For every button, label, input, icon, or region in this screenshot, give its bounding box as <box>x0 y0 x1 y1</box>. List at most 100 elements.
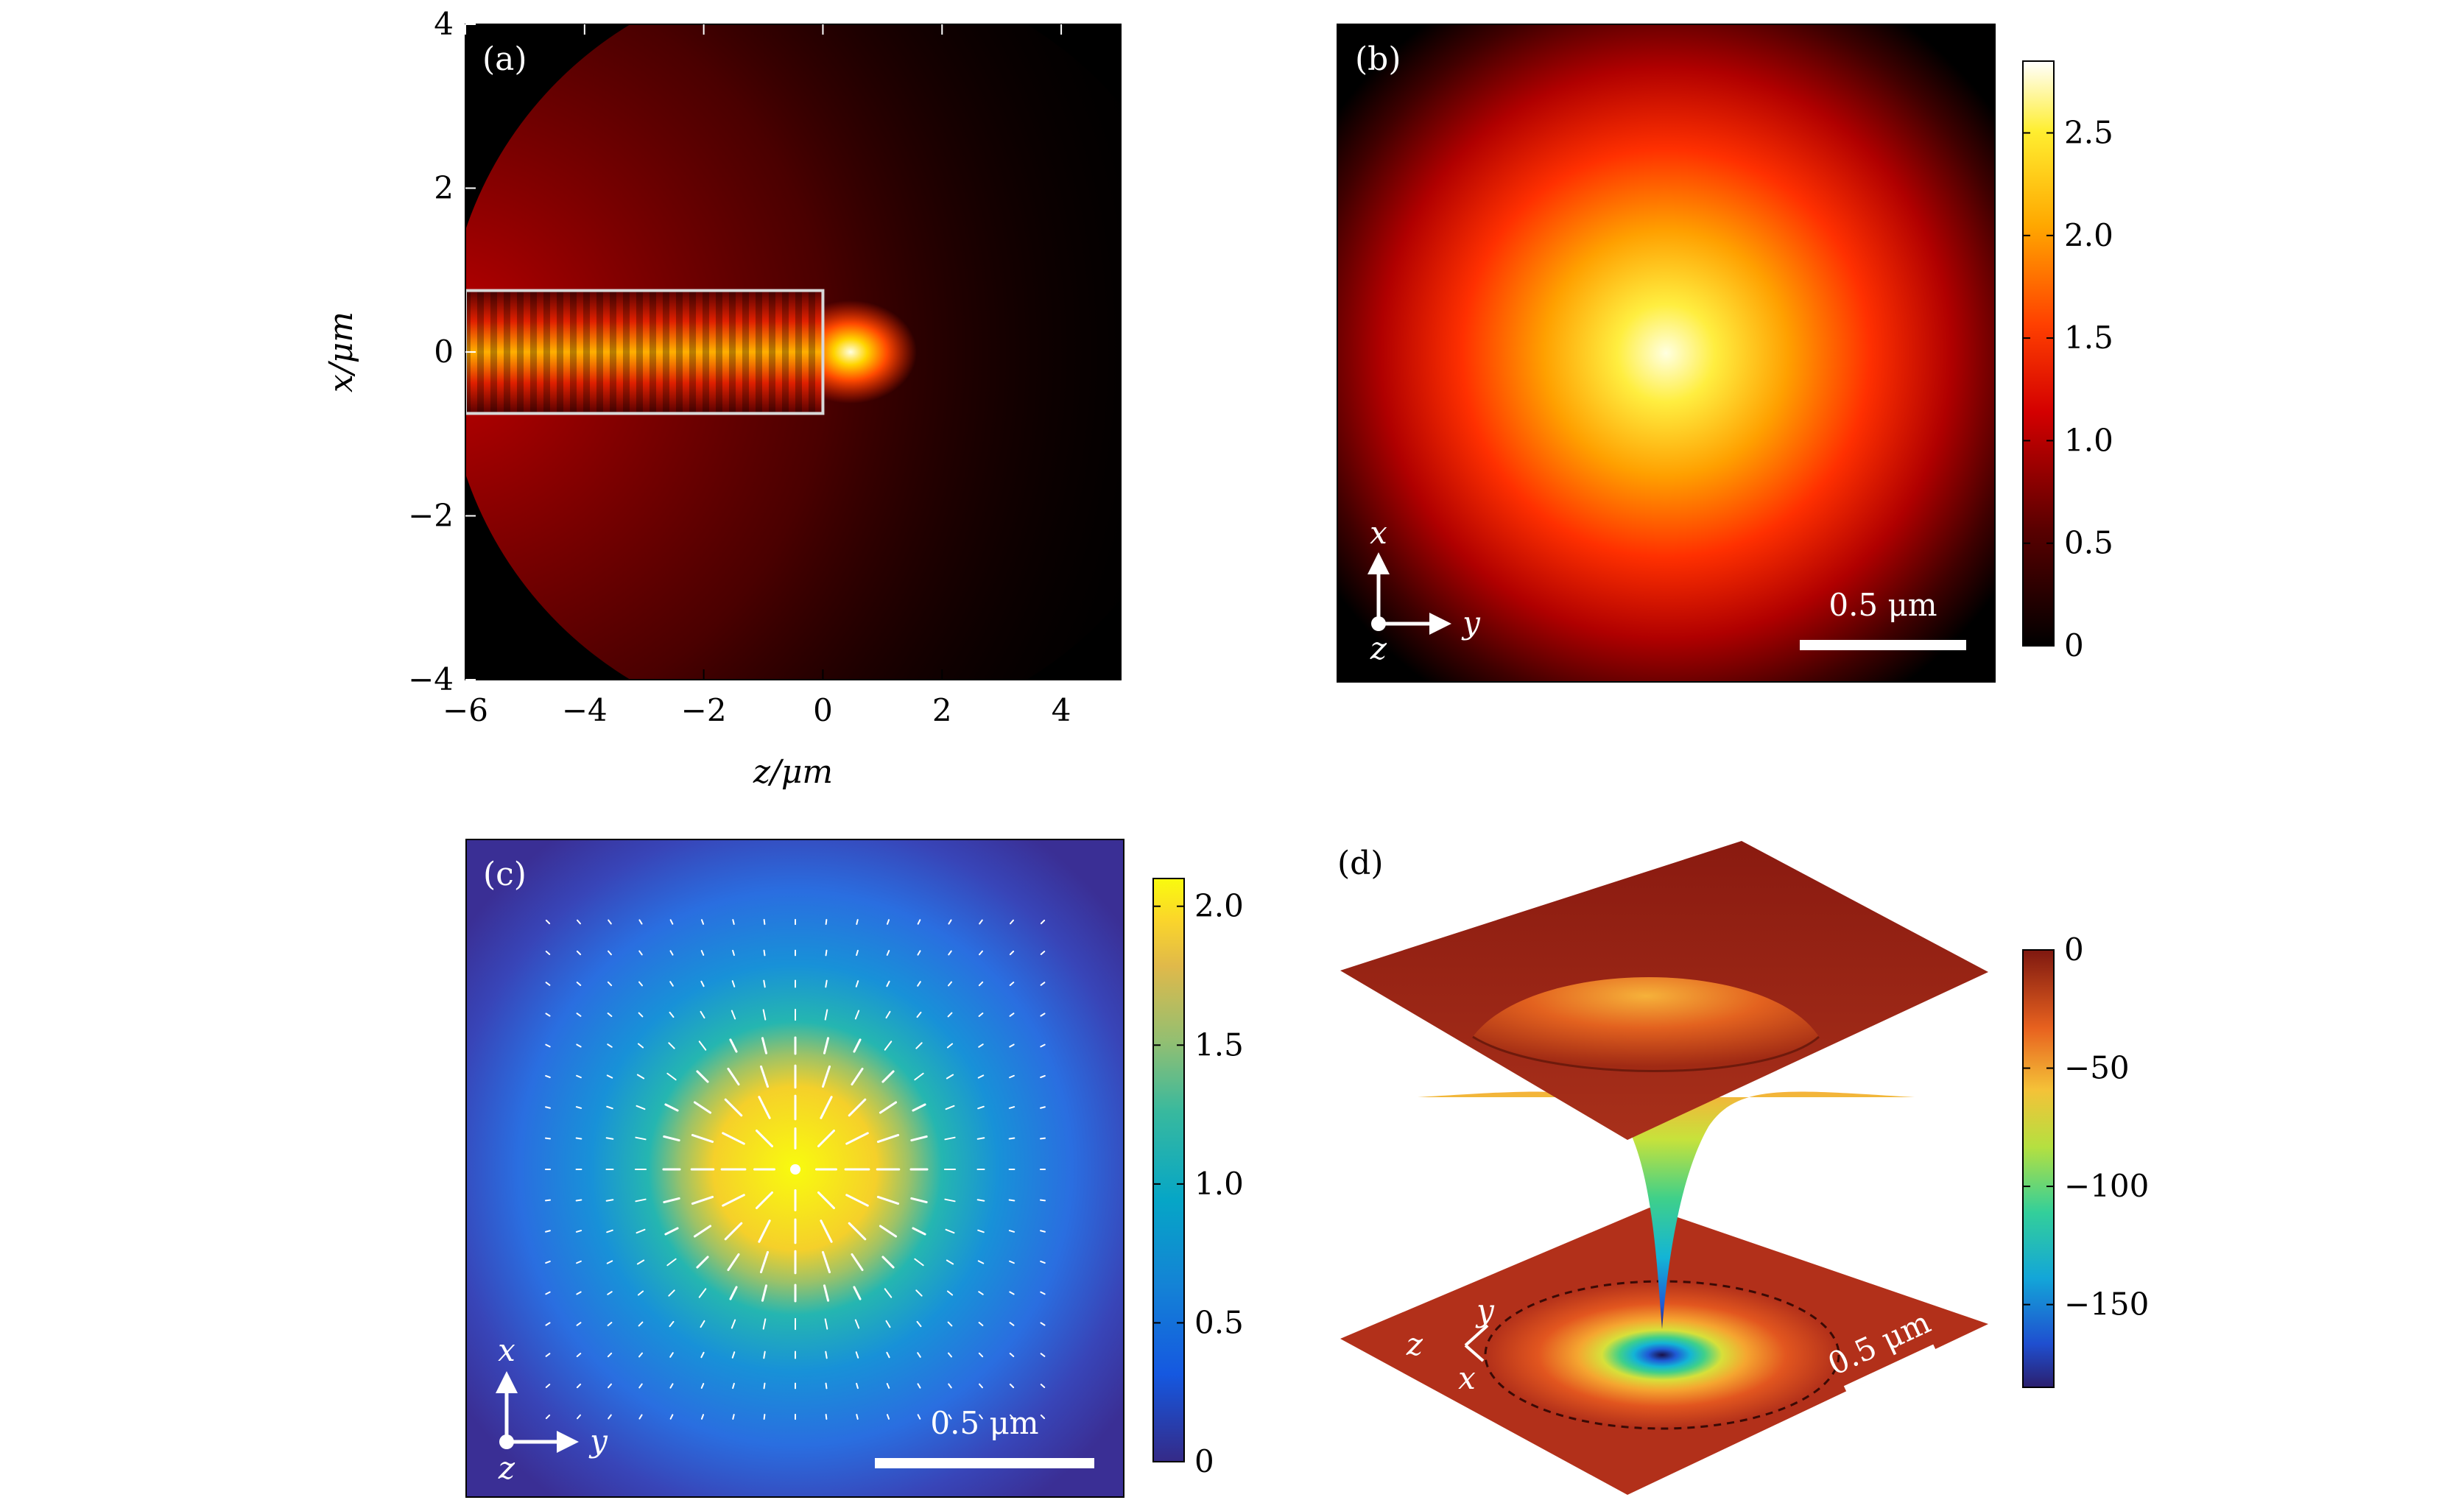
vector-arrow <box>669 1320 675 1328</box>
vector-arrow <box>917 1414 921 1420</box>
vector-arrow <box>727 1067 740 1086</box>
vector-arrow <box>635 1198 647 1203</box>
vector-arrow <box>978 1322 984 1326</box>
vector-arrow <box>693 1101 712 1114</box>
vector-arrow <box>915 1289 923 1297</box>
vector-arrow <box>914 1072 924 1081</box>
vector-arrow <box>638 1383 643 1389</box>
vector-arrow <box>575 1199 582 1202</box>
vector-arrow <box>977 1260 985 1264</box>
vector-arrow <box>1009 1043 1015 1048</box>
vector-arrow <box>724 1098 743 1117</box>
colorbar-tick-label: 1.5 <box>2064 320 2113 356</box>
vector-arrow <box>669 1352 674 1358</box>
vector-arrow <box>854 1010 860 1020</box>
vector-arrow <box>606 1074 613 1079</box>
vector-arrow <box>978 1352 984 1358</box>
vector-arrow <box>1040 982 1046 986</box>
vector-arrow <box>979 919 983 925</box>
vector-arrow <box>856 919 859 925</box>
vector-arrow <box>914 1258 924 1267</box>
vector-arrow <box>691 1133 714 1144</box>
x-axis-label: z/μm <box>753 753 833 791</box>
vector-arrow <box>700 980 705 987</box>
vector-arrow <box>607 1291 613 1295</box>
vector-center <box>790 1164 800 1175</box>
triad-y-label: y <box>1461 605 1481 641</box>
vector-arrow <box>1008 1106 1015 1109</box>
vector-arrow <box>977 1229 985 1233</box>
vector-arrow <box>948 919 952 925</box>
vector-arrow <box>916 1320 922 1328</box>
vector-arrow <box>1009 1074 1015 1079</box>
triad-y-label: y <box>1475 1292 1495 1328</box>
vector-arrow <box>762 1009 767 1021</box>
y-axis-label: x/μm <box>323 311 360 392</box>
vector-arrow <box>636 1228 646 1234</box>
vector-arrow <box>758 1219 771 1243</box>
panel-c: (c) x y z 0.5 μm 0 0.5 1.0 1.5 2.0 <box>465 839 1244 1498</box>
vector-arrow <box>979 950 983 956</box>
waveguide-outline <box>465 289 825 415</box>
vector-arrow <box>576 1260 582 1264</box>
vector-arrow <box>545 1322 551 1326</box>
vector-arrow <box>638 1321 644 1327</box>
vector-arrow <box>947 1321 953 1327</box>
vector-arrow <box>761 1284 768 1302</box>
vector-arrow <box>944 1198 956 1203</box>
vector-arrow <box>732 1382 735 1390</box>
vector-arrow <box>607 1043 613 1048</box>
scale-bar-label: 0.5 μm <box>1828 587 1937 623</box>
vector-arrow <box>700 1414 705 1420</box>
colorbar-tick-label: 0.5 <box>2064 525 2113 561</box>
vector-arrow <box>917 919 921 925</box>
vector-arrow <box>824 1318 828 1330</box>
vector-arrow <box>545 951 551 955</box>
panel-d-colorbar-ticks: 0 −50 −100 −150 <box>2023 932 2149 1323</box>
vector-arrow <box>545 1291 551 1295</box>
vector-arrow <box>876 1195 900 1205</box>
vector-arrow <box>576 1353 582 1357</box>
vector-arrow <box>575 1106 582 1109</box>
x-tick-label: −4 <box>562 692 608 728</box>
vector-arrow <box>545 919 551 925</box>
vector-arrow <box>638 1352 643 1358</box>
y-tick-label: 2 <box>434 170 454 206</box>
vector-arrow <box>608 1414 612 1420</box>
vector-arrow <box>821 1250 831 1274</box>
vector-arrow <box>1008 1199 1015 1202</box>
vector-arrow <box>978 981 984 987</box>
vector-arrow <box>881 1256 895 1269</box>
vector-arrow <box>606 1229 613 1233</box>
triad-x-label: x <box>1458 1360 1476 1396</box>
vector-arrow <box>636 1074 645 1080</box>
vector-arrow <box>945 1228 955 1234</box>
vector-arrow <box>577 1414 581 1420</box>
colorbar-tick-label: 2.0 <box>1194 888 1244 924</box>
vector-arrow <box>669 1383 674 1389</box>
colorbar-tick-label: 1.5 <box>1194 1027 1244 1063</box>
panel-b-label: (b) <box>1355 41 1401 78</box>
vector-arrow <box>977 1105 985 1110</box>
vector-arrow <box>669 981 674 987</box>
vector-arrow <box>636 1105 646 1110</box>
colorbar-tick-label: 2.0 <box>2064 217 2113 253</box>
panel-d: (d) z y x 0.5 μm 0−50−100−150 <box>1337 841 2149 1495</box>
triad-x-label: x <box>498 1332 515 1368</box>
vector-arrow <box>881 1070 895 1083</box>
vector-arrow <box>1009 1322 1015 1326</box>
vector-arrow <box>575 1230 582 1233</box>
vector-arrow <box>1040 1260 1046 1264</box>
vector-arrow <box>545 1013 551 1017</box>
vector-arrow <box>668 1289 675 1297</box>
x-tick-label: −6 <box>443 692 488 728</box>
triad-z-label: z <box>498 1450 515 1486</box>
vector-arrow <box>606 1260 613 1264</box>
vector-arrow <box>1009 1291 1015 1295</box>
vector-arrow <box>700 1351 705 1359</box>
vector-arrow <box>1040 1013 1046 1017</box>
vector-arrow <box>885 1320 891 1328</box>
vector-arrow <box>731 1319 736 1329</box>
